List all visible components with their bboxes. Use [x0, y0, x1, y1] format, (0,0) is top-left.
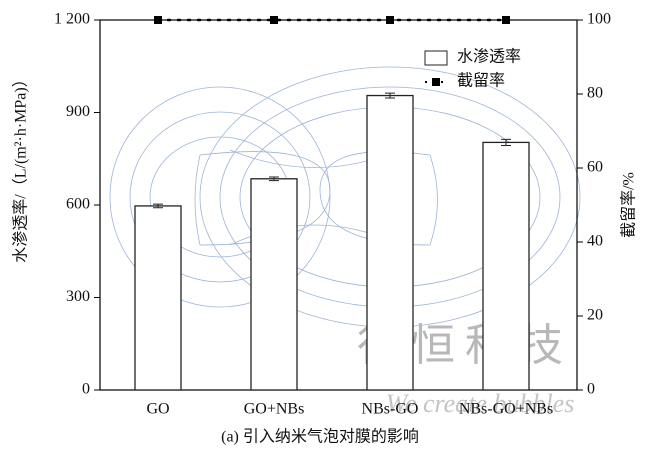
- x-tick-label: NBs-GO+NBs: [459, 401, 553, 418]
- y2-tick-label: 60: [587, 159, 603, 176]
- y2-tick-label: 0: [587, 381, 595, 398]
- rejection-point: [386, 16, 394, 24]
- y2-tick-label: 100: [587, 11, 611, 28]
- y-tick-label: 900: [66, 103, 90, 120]
- x-tick-label: NBs-GO: [362, 401, 419, 418]
- y2-axis-label: 截留率/%: [620, 172, 638, 238]
- y-tick-label: 0: [82, 381, 90, 398]
- y2-tick-label: 40: [587, 233, 603, 250]
- caption: (a) 引入纳米气泡对膜的影响: [221, 428, 419, 446]
- rejection-point: [270, 16, 278, 24]
- bar: [482, 141, 530, 391]
- legend-label: 截留率: [457, 72, 505, 90]
- y-axis-label: 水渗透率/（L/(m²·h·MPa)）: [12, 71, 30, 262]
- error-bar: [153, 203, 163, 209]
- error-bar: [501, 138, 511, 146]
- y2-tick-label: 80: [587, 85, 603, 102]
- y-tick-label: 1 200: [54, 11, 90, 28]
- bar: [134, 205, 182, 391]
- error-bar: [385, 92, 395, 99]
- y-tick-label: 300: [66, 288, 90, 305]
- error-bar: [269, 176, 279, 182]
- legend-label: 水渗透率: [457, 48, 521, 66]
- x-tick-label: GO+NBs: [244, 401, 305, 418]
- y2-tick-label: 20: [587, 307, 603, 324]
- legend-swatch: [424, 50, 448, 66]
- bar: [250, 178, 298, 391]
- watermark: We create bubbles: [386, 389, 575, 418]
- rejection-point: [154, 16, 162, 24]
- bar: [366, 94, 414, 391]
- x-tick-label: GO: [146, 401, 169, 418]
- rejection-point: [502, 16, 510, 24]
- legend-swatch: [432, 78, 440, 86]
- y-tick-label: 600: [66, 196, 90, 213]
